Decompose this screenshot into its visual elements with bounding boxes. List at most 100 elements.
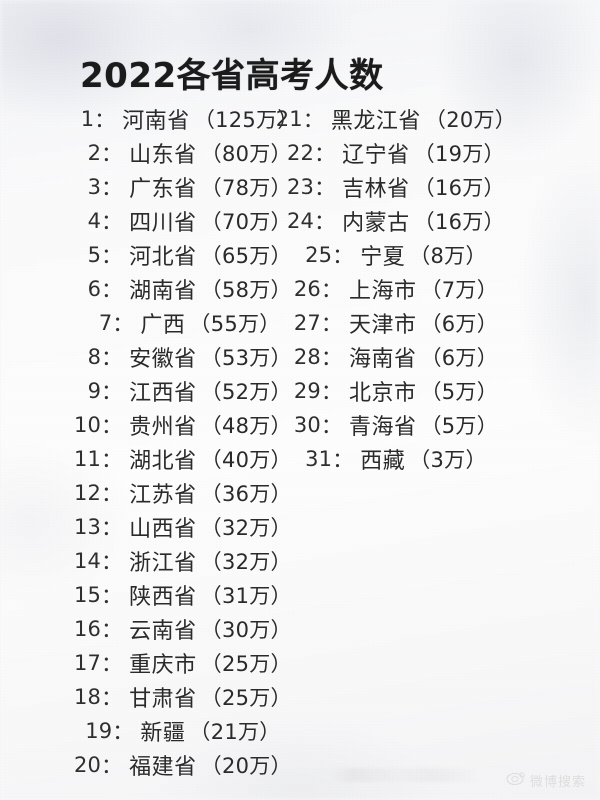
examinee-count: （8万） (409, 244, 487, 268)
province-name: 湖北省 (129, 449, 197, 474)
examinee-count: （21万） (189, 720, 281, 744)
ranking-row: 9：江西省 （52万） (72, 374, 292, 408)
rank-number: 29 (293, 379, 321, 403)
province-name: 天津市 (348, 313, 417, 338)
examinee-count: （32万） (200, 550, 292, 574)
ranking-row: 13：山西省 （32万） (72, 510, 292, 544)
rank-number: 8 (87, 345, 102, 369)
rank-colon: ： (101, 210, 123, 234)
rank-number: 14 (74, 549, 102, 573)
rank-number: 17 (74, 651, 102, 675)
ranking-row: 18：甘肃省 （25万） (72, 680, 292, 714)
province-name: 黑龙江省 (330, 109, 421, 134)
rank-colon: ： (332, 244, 354, 268)
rank-colon: ： (320, 312, 342, 336)
ranking-row: 24：内蒙古 （16万） (285, 204, 505, 238)
rank-colon: ： (101, 448, 123, 472)
province-name: 山东省 (129, 143, 197, 168)
rank-number: 2 (87, 141, 102, 165)
province-name: 浙江省 (129, 551, 197, 576)
ranking-row: 7：广西 （55万） (72, 306, 287, 340)
examinee-count: （20万） (424, 108, 517, 132)
ranking-row: 1：河南省 （125万） (72, 102, 299, 136)
rank-colon: ： (101, 516, 123, 540)
rank-number: 1 (80, 107, 95, 131)
examinee-count: （20万） (200, 754, 292, 778)
rank-number: 4 (87, 209, 102, 233)
ranking-row: 27：天津市 （6万） (285, 306, 500, 340)
ranking-row: 17：重庆市 （25万） (72, 646, 292, 680)
rank-number: 12 (74, 481, 102, 505)
rank-colon: ： (101, 550, 123, 574)
province-name: 广西 (140, 313, 186, 338)
province-name: 湖南省 (129, 279, 197, 304)
examinee-count: （5万） (420, 380, 499, 404)
examinee-count: （31万） (200, 584, 292, 608)
ranking-row: 30：青海省 （5万） (285, 408, 500, 442)
rank-colon: ： (314, 142, 336, 166)
rank-number: 9 (87, 379, 102, 403)
province-name: 江西省 (129, 381, 197, 406)
province-name: 内蒙古 (342, 211, 410, 236)
rank-colon: ： (302, 108, 324, 132)
examinee-count: （78万） (200, 176, 292, 200)
examinee-count: （7万） (420, 278, 499, 302)
ranking-row: 29：北京市 （5万） (285, 374, 500, 408)
ranking-column-left: 1：河南省 （125万） 2：山东省 （80万） 3：广东省 （78万） 4：四川省 （70万… (72, 102, 299, 782)
examinee-count: （36万） (200, 482, 292, 506)
rank-colon: ： (320, 414, 342, 438)
rank-colon: ： (101, 584, 123, 608)
rank-number: 25 (305, 243, 333, 267)
rank-number: 26 (293, 277, 321, 301)
ranking-row: 4：四川省 （70万） (72, 204, 292, 238)
examinee-count: （48万） (200, 414, 292, 438)
ranking-row: 25：宁夏 （8万） (285, 238, 500, 272)
examinee-count: （58万） (200, 278, 292, 302)
province-name: 辽宁省 (342, 143, 410, 168)
ranking-row: 10：贵州省 （48万） (72, 408, 292, 442)
ranking-row: 21：黑龙江省 （20万） (276, 102, 516, 136)
ranking-row: 5：河北省 （65万） (72, 238, 292, 272)
examinee-count: （40万） (200, 448, 292, 472)
examinee-count: （70万） (200, 210, 292, 234)
examinee-count: （6万） (420, 346, 499, 370)
ranking-row: 14：浙江省 （32万） (72, 544, 292, 578)
examinee-count: （32万） (200, 516, 292, 540)
province-name: 广东省 (129, 177, 197, 202)
rank-number: 13 (74, 515, 102, 539)
examinee-count: （52万） (200, 380, 292, 404)
ranking-row: 31：西藏 （3万） (285, 442, 500, 476)
rank-number: 7 (98, 311, 113, 335)
ranking-row: 20：福建省 （20万） (72, 748, 292, 782)
rank-colon: ： (320, 278, 342, 302)
examinee-count: （125万） (193, 108, 299, 132)
rank-colon: ： (101, 380, 123, 404)
rank-number: 3 (87, 175, 102, 199)
examinee-count: （5万） (420, 414, 499, 438)
rank-number: 28 (293, 345, 321, 369)
province-name: 安徽省 (129, 347, 197, 372)
rank-colon: ： (101, 346, 123, 370)
rank-colon: ： (101, 244, 123, 268)
province-name: 河北省 (129, 245, 197, 270)
ranking-row: 26：上海市 （7万） (285, 272, 500, 306)
province-name: 海南省 (348, 347, 417, 372)
rank-colon: ： (101, 414, 123, 438)
rank-number: 19 (85, 719, 113, 743)
rank-number: 20 (74, 753, 102, 777)
rank-number: 16 (74, 617, 102, 641)
rank-number: 6 (87, 277, 102, 301)
rank-colon: ： (314, 176, 336, 200)
rank-number: 30 (293, 413, 321, 437)
rank-colon: ： (101, 176, 123, 200)
rank-colon: ： (332, 448, 354, 472)
examinee-count: （30万） (200, 618, 292, 642)
rank-number: 15 (74, 583, 102, 607)
rank-number: 18 (74, 685, 102, 709)
ranking-row: 6：湖南省 （58万） (72, 272, 292, 306)
examinee-count: （25万） (200, 686, 292, 710)
rank-colon: ： (94, 108, 116, 132)
examinee-count: （80万） (200, 142, 292, 166)
